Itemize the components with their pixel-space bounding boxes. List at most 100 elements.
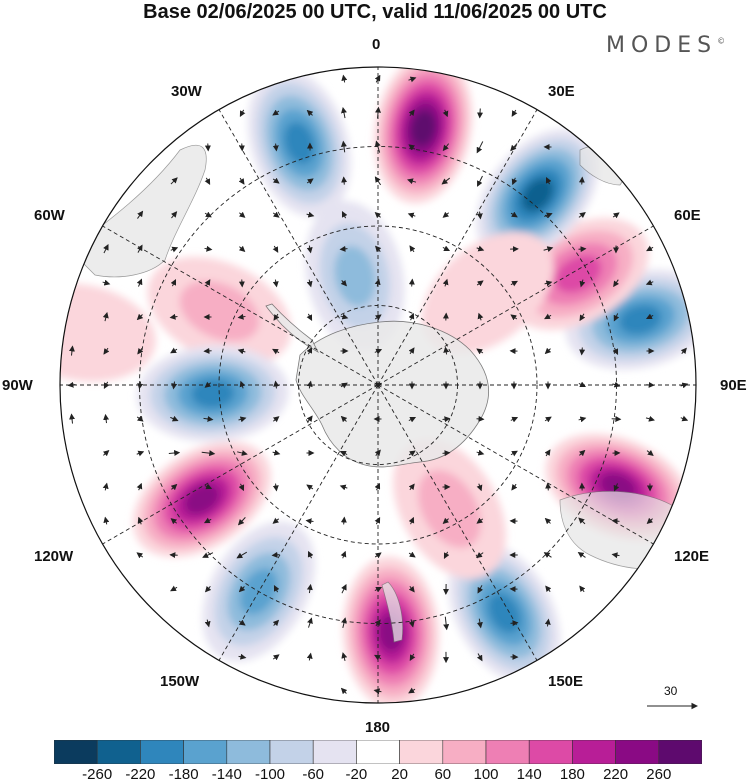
- wind-arrow: [339, 245, 348, 252]
- wind-arrow: [341, 583, 347, 594]
- wind-arrow: [136, 482, 143, 491]
- wind-arrow: [407, 212, 416, 219]
- map-title: Base 02/06/2025 00 UTC, valid 11/06/2025…: [143, 1, 607, 23]
- wind-arrow: [442, 211, 450, 218]
- colorbar-tick-label: -100: [254, 766, 286, 783]
- wind-arrow: [442, 450, 451, 457]
- wind-arrow: [272, 619, 280, 627]
- wind-arrow: [510, 143, 518, 152]
- wind-arrow: [238, 177, 245, 185]
- wind-arrow: [136, 450, 145, 457]
- lon-label-0: 0: [372, 36, 381, 53]
- anomaly-center-10: [305, 201, 405, 352]
- wind-arrow: [374, 517, 381, 525]
- colorbar-tick-label: 100: [473, 766, 499, 783]
- wind-arrow: [340, 550, 347, 559]
- wind-arrow: [646, 449, 654, 457]
- wind-arrow: [238, 619, 246, 626]
- wind-arrow: [443, 616, 450, 631]
- wind-arrow: [612, 381, 621, 388]
- wind-arrow: [306, 109, 314, 117]
- wind-arrow: [273, 380, 280, 389]
- wind-arrow: [238, 416, 247, 423]
- meridian-150: [377, 109, 538, 386]
- wind-arrow: [170, 483, 178, 491]
- wind-arrow: [306, 583, 313, 594]
- colorbar: [54, 740, 702, 764]
- wind-arrow: [476, 348, 484, 355]
- wind-arrow: [511, 109, 518, 117]
- colorbar-tick-label: 180: [559, 766, 585, 783]
- wind-arrow: [408, 516, 415, 525]
- wind-arrow: [442, 143, 450, 152]
- wind-arrow: [374, 482, 381, 491]
- wind-arrow: [374, 619, 381, 627]
- colorbar-segment-12: [572, 740, 616, 764]
- wind-arrow: [477, 108, 484, 119]
- wind-arrow: [409, 653, 416, 661]
- wind-arrow: [273, 313, 280, 321]
- colorbar-tick-label: -260: [82, 766, 113, 783]
- wind-arrow: [306, 652, 313, 661]
- lon-label-180: 180: [365, 719, 391, 736]
- wind-arrow: [511, 483, 518, 491]
- wind-arrow: [341, 652, 348, 661]
- wind-arrow: [511, 177, 518, 186]
- colorbar-segment-13: [615, 740, 660, 764]
- meridian-30: [377, 384, 538, 661]
- wind-arrow: [374, 654, 382, 661]
- wind-arrow: [374, 586, 383, 593]
- colorbar-segment-3: [183, 740, 228, 764]
- map-boundary: [59, 66, 697, 704]
- wind-arrow: [477, 585, 484, 594]
- wind-arrow: [612, 347, 619, 356]
- wind-arrow: [510, 416, 519, 423]
- wind-arrow: [136, 552, 144, 559]
- wind-arrow: [613, 279, 620, 288]
- wind-arrow: [102, 311, 109, 322]
- wind-arrow: [544, 416, 552, 423]
- wind-arrow: [340, 687, 348, 695]
- wind-arrow: [476, 415, 485, 422]
- wind-arrow: [170, 246, 179, 253]
- wind-arrow: [374, 449, 381, 457]
- wind-arrow: [271, 551, 280, 558]
- wind-arrow: [544, 313, 552, 320]
- wind-arrow: [306, 245, 313, 254]
- colorbar-tick-label: -180: [168, 766, 199, 783]
- wind-arrow: [239, 109, 246, 117]
- wind-arrow: [272, 416, 280, 423]
- lon-label-150w: 150W: [160, 673, 200, 690]
- wind-arrow: [340, 516, 347, 525]
- wind-arrow: [272, 449, 281, 456]
- wind-arrow: [69, 413, 76, 424]
- wind-arrow: [442, 109, 449, 118]
- wind-arrow: [441, 177, 451, 185]
- colorbar-segment-6: [312, 740, 357, 764]
- wind-arrow: [375, 106, 382, 119]
- wind-arrow: [170, 415, 179, 422]
- wind-arrow: [273, 584, 280, 593]
- wind-arrow: [374, 140, 381, 153]
- wind-arrow: [306, 484, 314, 491]
- lon-label-30w: 30W: [171, 83, 202, 100]
- wind-arrow: [238, 653, 247, 660]
- wind-arrow: [340, 279, 347, 287]
- colorbar-segment-1: [96, 740, 141, 764]
- wind-arrow: [272, 279, 279, 288]
- wind-arrow: [170, 518, 178, 525]
- wind-arrow: [136, 244, 143, 253]
- wind-arrow: [374, 348, 383, 355]
- wind-arrow: [408, 76, 417, 83]
- wind-arrow: [645, 415, 655, 422]
- wind-arrow: [237, 348, 246, 355]
- wind-arrow: [204, 585, 212, 593]
- wind-arrow: [204, 381, 212, 388]
- wind-arrow: [305, 518, 314, 525]
- wind-arrow: [339, 484, 348, 491]
- wind-arrow: [306, 415, 313, 423]
- wind-arrow: [544, 517, 552, 525]
- wind-arrow: [612, 212, 620, 219]
- wind-arrow: [510, 314, 518, 321]
- wind-arrow: [613, 313, 620, 322]
